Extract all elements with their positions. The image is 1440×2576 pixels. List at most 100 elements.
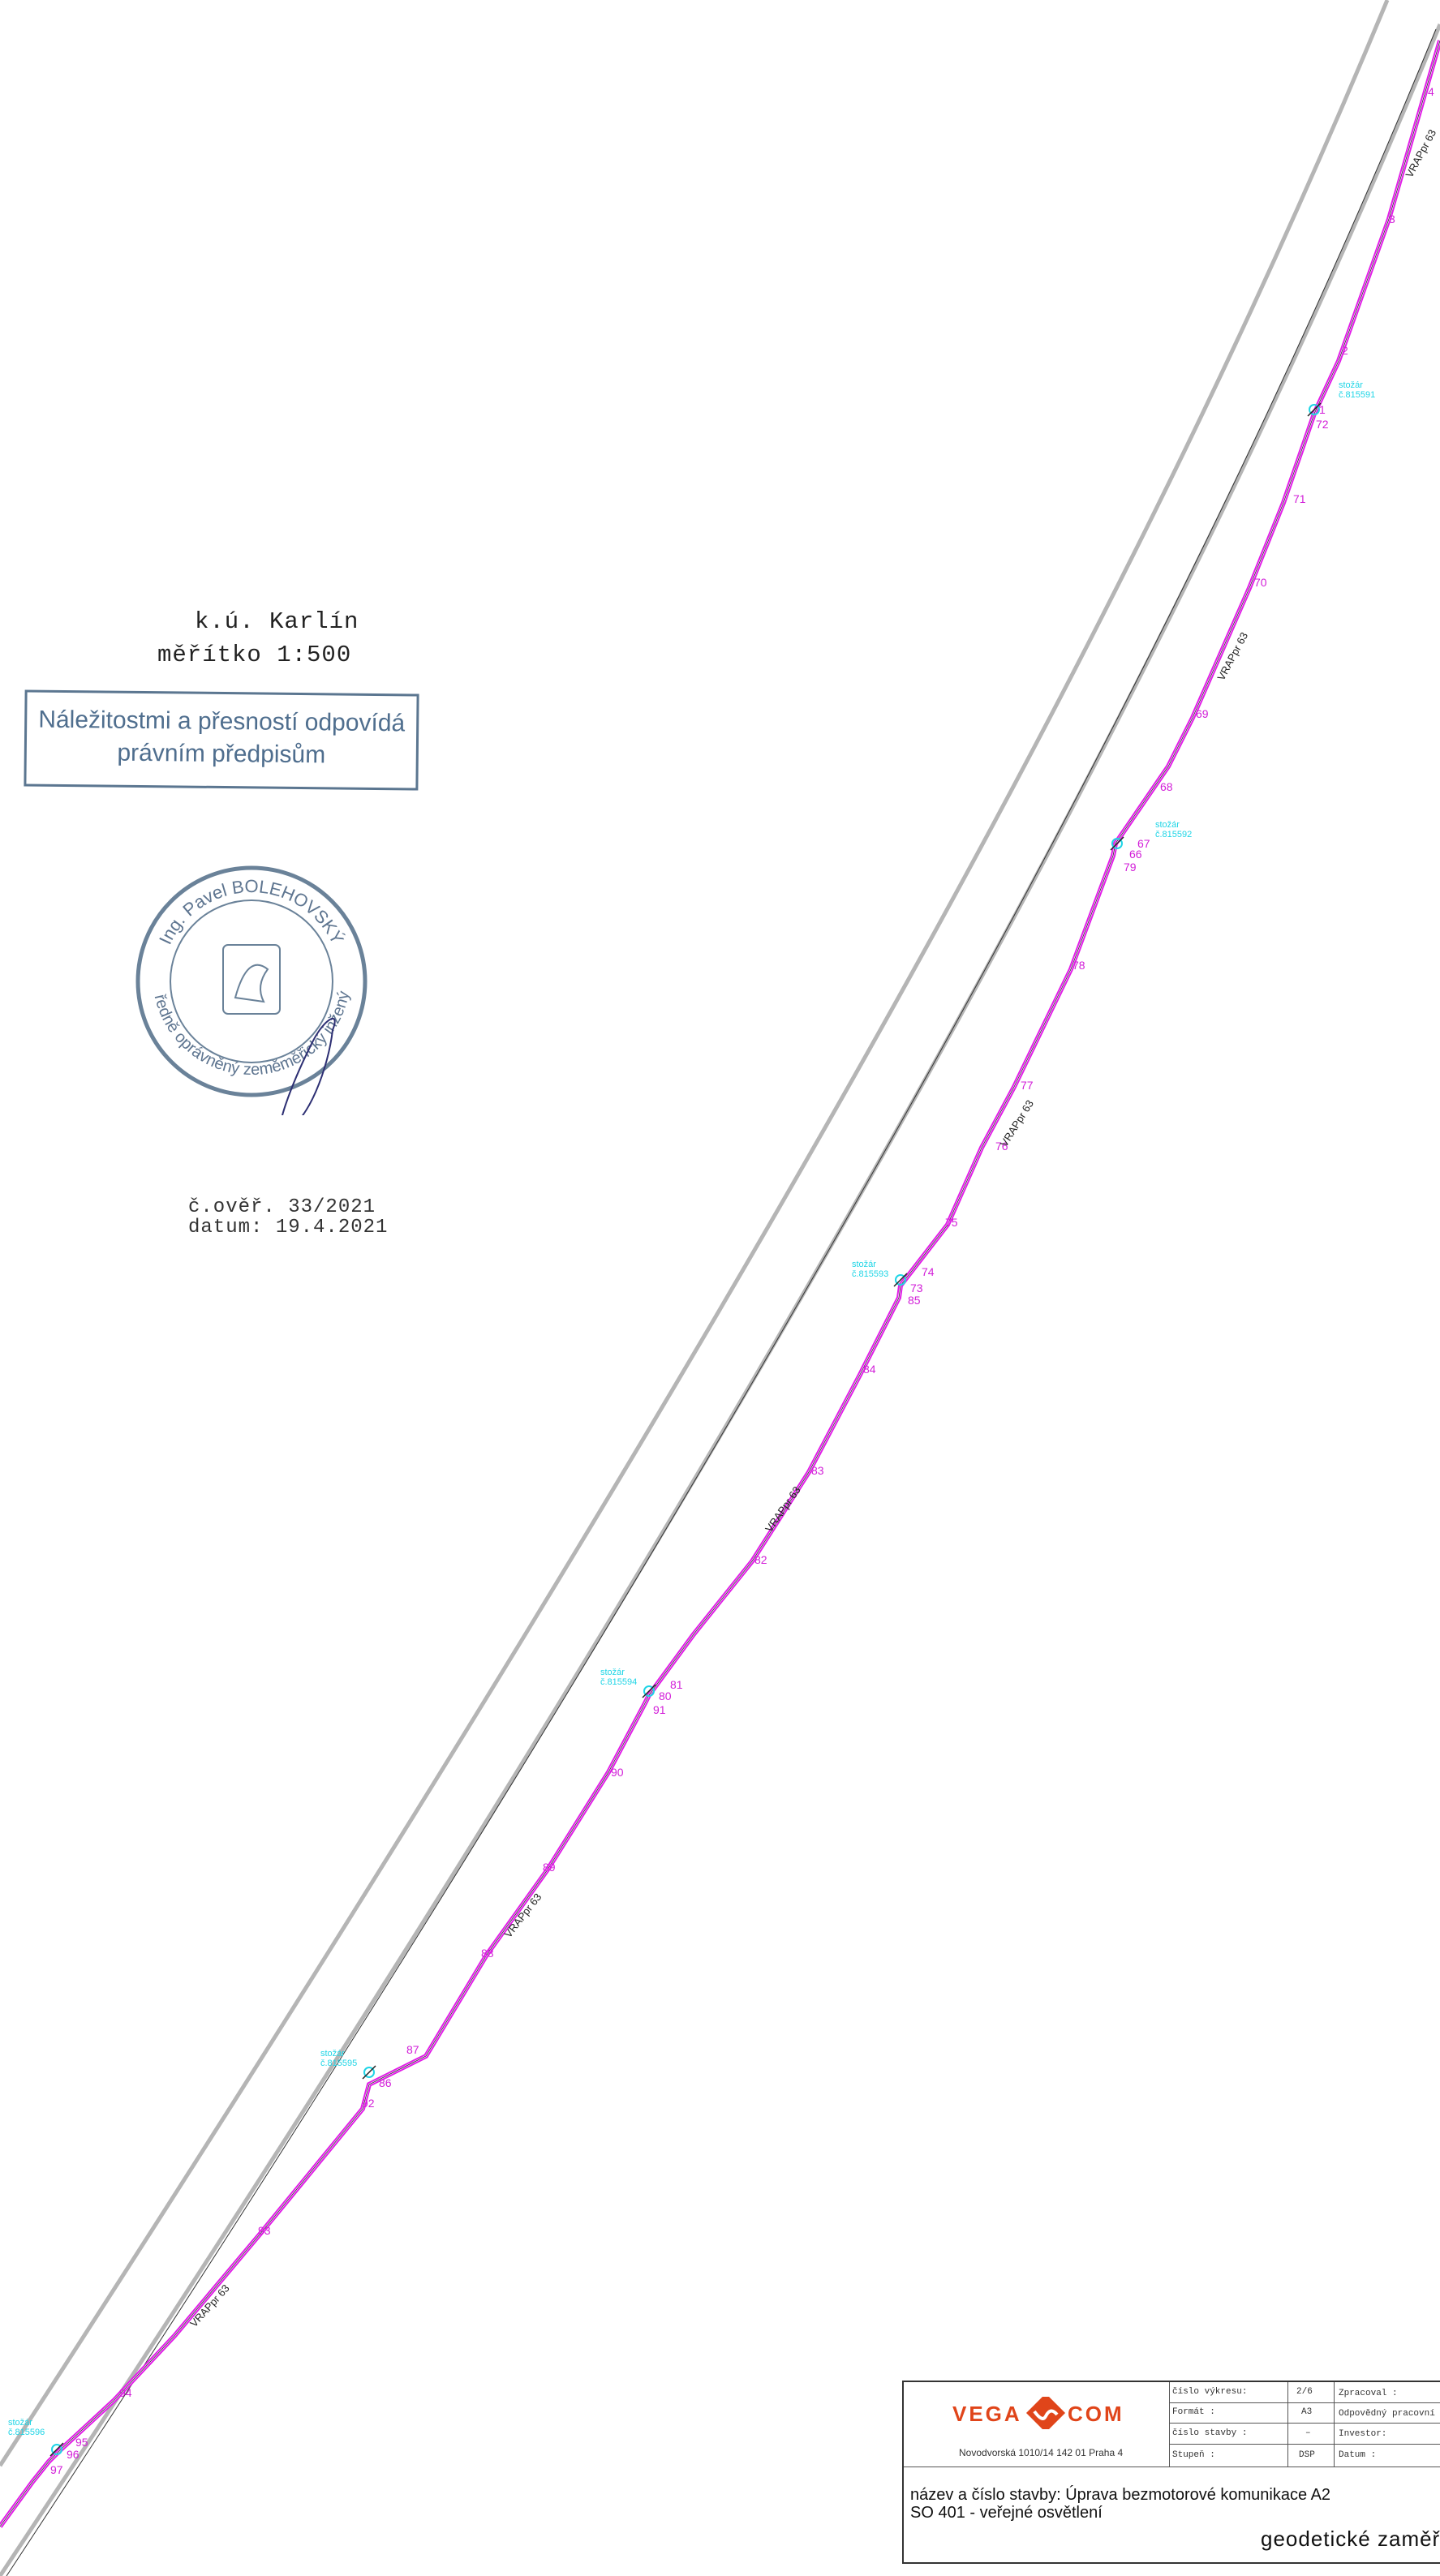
boundary-point-label: 91 <box>653 1703 666 1716</box>
road-edge-outer <box>0 0 1390 2467</box>
boundary-point-label: 70 <box>1254 576 1267 589</box>
boundary-point-label: 74 <box>922 1265 935 1278</box>
logo-text-right: COM <box>1068 2402 1124 2426</box>
boundary-point-label: 89 <box>543 1861 556 1874</box>
drawing-title: geodetické zaměře <box>1261 2527 1440 2551</box>
road-edge-inner <box>0 24 1440 2576</box>
boundary-point-label: 90 <box>611 1766 624 1779</box>
cadastral-area: k.ú. Karlín <box>195 608 359 635</box>
signature <box>282 1017 336 1115</box>
boundary-point-label: 69 <box>1196 707 1209 720</box>
verification-date: datum: 19.4.2021 <box>188 1217 389 1239</box>
boundary-point-label: 87 <box>406 2043 419 2056</box>
drawing-number-value: 2/6 <box>1296 2387 1313 2397</box>
boundary-point-label: 67 <box>1137 837 1150 850</box>
boundary-point-label: 86 <box>379 2076 392 2089</box>
boundary-point-label: 77 <box>1021 1079 1034 1092</box>
pole-id: č.815593 <box>852 1269 888 1279</box>
pole-icon <box>895 1274 906 1286</box>
boundary-point-label: 85 <box>908 1294 921 1307</box>
boundary-point-label: 2 <box>1342 344 1348 357</box>
cable-route <box>0 40 1440 2528</box>
compliance-stamp: Náležitostmi a přesností odpovídá právní… <box>24 689 419 791</box>
pole-icon <box>51 2444 62 2455</box>
pole-label: stožár <box>600 1668 625 1677</box>
pole-icon <box>363 2067 375 2078</box>
date-label: Datum : <box>1339 2450 1377 2460</box>
project-object: SO 401 - veřejné osvětlení <box>910 2504 1103 2522</box>
logo-text-left: VEGA <box>952 2402 1022 2426</box>
boundary-point-label: 79 <box>1124 861 1137 874</box>
responsible-label: Odpovědný pracovní <box>1339 2409 1435 2419</box>
pole-label: stožár <box>320 2049 345 2059</box>
stage-value: DSP <box>1299 2450 1315 2460</box>
pole-label: stožár <box>1155 820 1180 830</box>
prepared-label: Zpracoval : <box>1339 2389 1398 2398</box>
boundary-point-label: 88 <box>481 1947 494 1960</box>
boundary-point-label: 96 <box>67 2448 80 2461</box>
drawing-number-label: číslo výkresu: <box>1172 2387 1248 2397</box>
cable-line-core <box>0 40 1440 2527</box>
surveyor-seal: Ing. Pavel BOLEHOVSKÝ úředně oprávněný z… <box>126 856 368 1115</box>
road-edge-inner-dark <box>6 28 1437 2576</box>
project-name: název a číslo stavby: Úprava bezmotorové… <box>910 2486 1331 2504</box>
pole-icon <box>1111 838 1123 849</box>
boundary-point-label: 71 <box>1293 492 1306 505</box>
boundary-point-label: 82 <box>754 1553 767 1566</box>
investor-label: Investor: <box>1339 2429 1387 2439</box>
stamp-line-1: Náležitostmi a přesností odpovídá <box>38 706 406 737</box>
verification-number: č.ověř. 33/2021 <box>188 1196 376 1218</box>
boundary-point-label: 92 <box>362 2097 375 2110</box>
boundary-point-label: 66 <box>1129 848 1142 861</box>
boundary-point-label: 1 <box>1319 403 1326 416</box>
pole-id: č.815592 <box>1155 830 1192 839</box>
boundary-point-label: 83 <box>811 1464 824 1477</box>
format-value: A3 <box>1301 2407 1313 2417</box>
cable-line-gap <box>0 40 1440 2527</box>
stage-label: Stupeň : <box>1172 2450 1215 2460</box>
boundary-point-label: 75 <box>945 1216 958 1229</box>
construction-number-label: číslo stavby : <box>1172 2428 1248 2438</box>
boundary-point-label: 84 <box>863 1363 876 1376</box>
boundary-point-label: 3 <box>1389 213 1395 225</box>
boundary-point-label: 72 <box>1316 418 1329 431</box>
pole-icon <box>643 1685 655 1697</box>
cable-line-outer <box>0 40 1440 2528</box>
boundary-point-label: 93 <box>258 2224 271 2237</box>
cable-type-label: VRAPpr 63 <box>502 1891 544 1939</box>
format-label: Formát : <box>1172 2407 1215 2417</box>
coat-of-arms-icon <box>222 944 281 1015</box>
logo-mark-icon <box>1025 2397 1066 2429</box>
pole-label: stožár <box>852 1260 876 1269</box>
pole-icon <box>1309 404 1320 415</box>
boundary-point-label: 81 <box>670 1678 683 1691</box>
boundary-point-label: 97 <box>50 2463 63 2476</box>
company-address: Novodvorská 1010/14 142 01 Praha 4 <box>959 2447 1124 2458</box>
title-block: VEGA COM Novodvorská 1010/14 142 01 Prah… <box>902 2381 1440 2564</box>
pole-label: stožár <box>1339 380 1363 390</box>
verification-info: č.ověř. 33/2021 datum: 19.4.2021 <box>188 1197 388 1238</box>
construction-number-value: – <box>1305 2428 1311 2438</box>
boundary-point-label: 76 <box>995 1140 1008 1153</box>
cable-type-label: VRAPpr 63 <box>763 1484 803 1535</box>
boundary-point-label: 68 <box>1160 780 1173 793</box>
pole-id: č.815595 <box>320 2059 357 2068</box>
boundary-point-label: 4 <box>1428 85 1434 98</box>
company-logo: VEGA COM <box>952 2397 1124 2429</box>
boundary-point-label: 80 <box>659 1689 672 1702</box>
pole-label: stožár <box>8 2418 32 2428</box>
boundary-point-label: 73 <box>910 1282 923 1294</box>
boundary-point-label: 95 <box>75 2436 88 2449</box>
pole-id: č.815596 <box>8 2428 45 2437</box>
drawing-scale: měřítko 1:500 <box>157 642 352 668</box>
stamp-line-2: právním předpisům <box>117 739 326 769</box>
boundary-point-label: 94 <box>119 2386 132 2399</box>
